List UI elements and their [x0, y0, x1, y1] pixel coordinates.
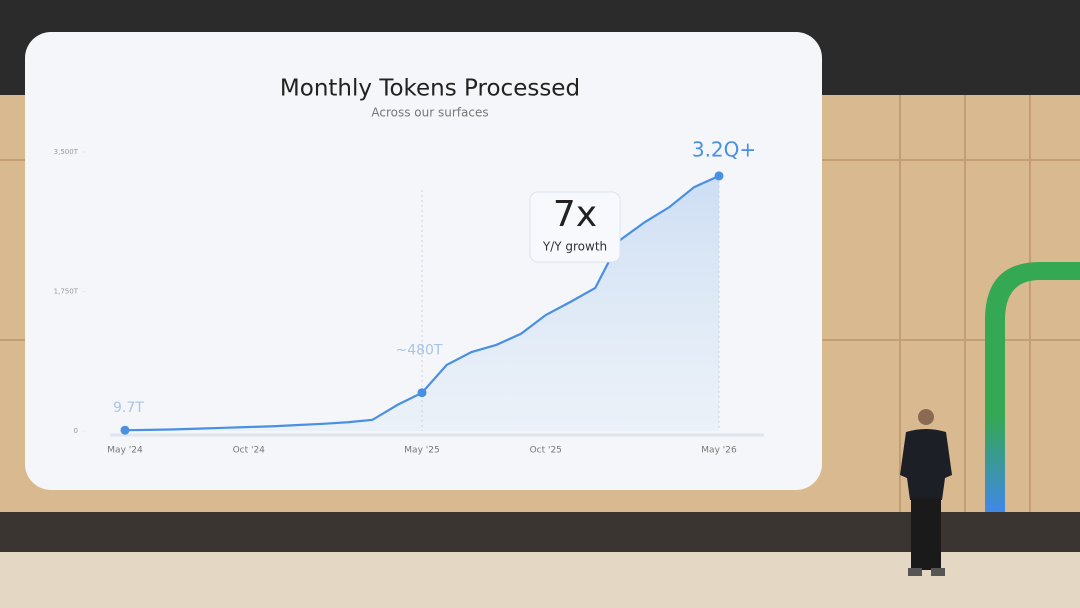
- stage-edge: [0, 512, 1080, 552]
- presenter: [900, 409, 952, 576]
- y-tick-label: 3,500T: [54, 148, 79, 156]
- x-tick-label: Oct '25: [530, 446, 562, 456]
- point: [714, 171, 724, 181]
- callout-value: 7x: [553, 194, 597, 235]
- y-tick-label: 0: [74, 427, 78, 435]
- value-label: 9.7T: [113, 400, 144, 416]
- x-tick-label: May '24: [107, 446, 143, 456]
- value-label: 3.2Q+: [692, 137, 756, 161]
- growth-callout: 7x Y/Y growth: [529, 191, 621, 263]
- callout-box: [529, 191, 621, 263]
- chart-subtitle: Across our surfaces: [371, 106, 488, 120]
- plot: 0 1,750T 3,500T May '24 Oct '24 May '25 Oct '2…: [54, 137, 764, 456]
- logo-arc: [985, 262, 1080, 520]
- x-tick-label: May '26: [701, 446, 737, 456]
- chart-title: Monthly Tokens Processed: [280, 76, 580, 102]
- x-tick-label: May '25: [404, 446, 439, 456]
- y-tick-label: 1,750T: [54, 288, 79, 296]
- x-tick-label: Oct '24: [233, 446, 266, 456]
- point: [120, 425, 130, 435]
- point: [417, 388, 427, 398]
- stage-floor: [0, 552, 1080, 608]
- value-label: ~480T: [395, 343, 442, 359]
- area: [125, 175, 719, 431]
- callout-text: Y/Y growth: [542, 240, 607, 254]
